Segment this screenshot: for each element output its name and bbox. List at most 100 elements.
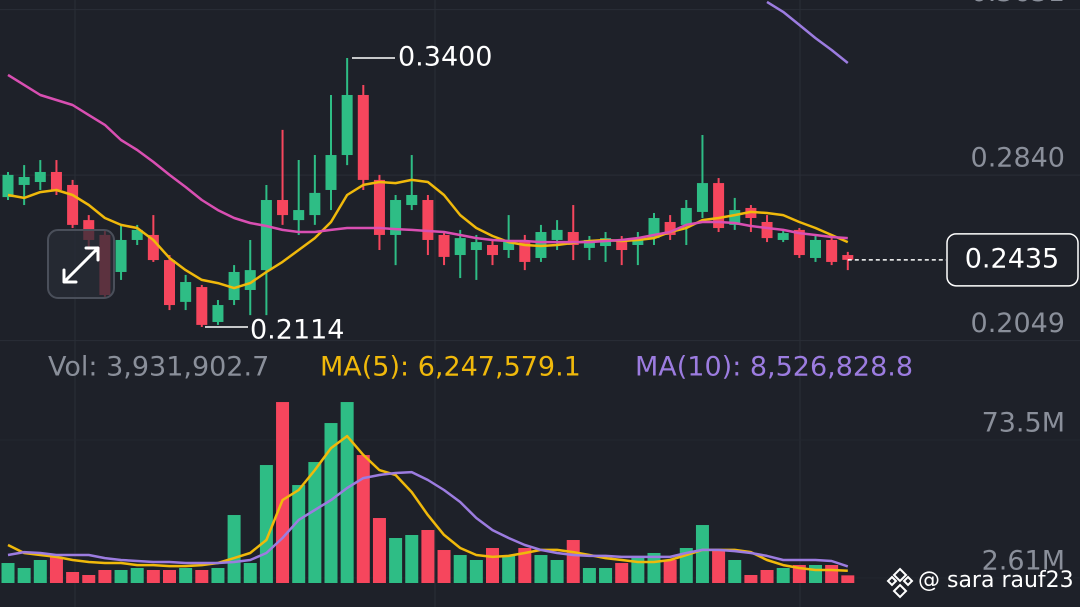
volume-bar: [550, 559, 564, 583]
candle-body: [212, 305, 224, 322]
volume-bar: [211, 567, 225, 583]
volume-bar: [82, 575, 96, 583]
volume-bar: [663, 559, 677, 583]
watermark: @ sara rauf23: [886, 567, 1074, 599]
y-tick-label: 0.3631: [971, 0, 1065, 8]
low-marker-label: 0.2114: [250, 315, 344, 346]
candle-body: [18, 176, 30, 185]
last-price-box: [946, 233, 1079, 287]
x-tick-label: 2025-11-28 05:00: [0, 604, 197, 607]
volume-bar: [421, 530, 435, 583]
volume-bar: [276, 402, 290, 583]
volume-bar: [130, 567, 144, 583]
volume-bar: [809, 564, 822, 583]
candle-body: [180, 282, 192, 302]
volume-bar: [33, 559, 47, 583]
candle-body: [648, 218, 660, 239]
volume-bar: [389, 538, 403, 583]
volume-bar: [582, 567, 596, 583]
volume-bar: [760, 569, 774, 583]
candle-body: [293, 210, 305, 221]
candle-body: [147, 234, 159, 261]
volume-bar: [17, 567, 31, 583]
candle-body: [357, 94, 369, 180]
volume-bar: [744, 575, 758, 583]
candle-body: [470, 242, 482, 251]
candle-body: [761, 221, 773, 239]
candle-body: [34, 171, 46, 183]
candle-body: [664, 221, 676, 235]
candle-body: [196, 287, 208, 325]
candle-body: [422, 200, 434, 240]
volume-bar: [308, 462, 322, 583]
candle-body: [567, 232, 579, 245]
candle-body: [503, 239, 515, 251]
y-tick-label: 0.2840: [971, 143, 1065, 174]
y-tick-label: 73.5M: [982, 407, 1065, 438]
expand-icon: [62, 246, 100, 284]
grid: [74, 0, 801, 607]
volume-bar: [728, 559, 742, 583]
volume-bar: [841, 575, 855, 583]
volume-bar: [518, 548, 532, 583]
volume-bar: [372, 518, 386, 583]
volume-bar: [114, 569, 128, 583]
candle-body: [777, 233, 789, 240]
x-tick-label: 2026-01-12 05:00: [678, 604, 921, 607]
candle-body: [810, 239, 821, 258]
volume-bar: [179, 567, 193, 583]
volume-bar: [340, 402, 354, 583]
candle-body: [696, 183, 708, 212]
candle-body: [826, 239, 838, 262]
candle-body: [842, 255, 854, 260]
legend-entry: MA(5): 6,247,579.1: [320, 352, 581, 383]
volume-bar: [776, 567, 790, 583]
candle-body: [583, 239, 595, 248]
expand-button[interactable]: [47, 229, 115, 299]
x-tick-label: 2025-12-24 05:00: [313, 604, 556, 607]
candle-body: [680, 207, 692, 225]
candle-body: [309, 192, 321, 216]
candle-body: [616, 239, 628, 251]
candle-body: [244, 270, 256, 290]
volume-bar: [259, 465, 273, 583]
candle-body: [325, 155, 337, 190]
candle-body: [164, 260, 175, 306]
candle-body: [115, 239, 127, 272]
candle-body: [729, 210, 741, 225]
watermark-logo: [886, 567, 914, 599]
ma-line: [7, 73, 848, 244]
watermark-text: @ sara rauf23: [918, 568, 1074, 593]
volume-bar: [437, 550, 451, 583]
ma-line: [766, 0, 849, 64]
candle-body: [519, 242, 531, 262]
candle-body: [487, 244, 498, 256]
candle-body: [67, 184, 79, 225]
y-tick-label: 0.2049: [971, 308, 1065, 339]
candle-body: [632, 238, 644, 245]
volume-bar: [1, 563, 15, 583]
candle-body: [454, 238, 466, 256]
legend-entry: MA(10): 8,526,828.8: [635, 352, 913, 383]
volume-bar: [695, 525, 709, 583]
y-tick-label: 2.61M: [982, 545, 1065, 576]
volume-bar: [405, 535, 419, 583]
volume-bar: [566, 540, 580, 583]
volume-bar: [146, 569, 160, 583]
volume-bar: [502, 555, 516, 583]
volume-bar: [599, 567, 613, 583]
volume-bar: [534, 555, 548, 583]
ma-line: [7, 178, 849, 290]
volume-bar: [453, 555, 467, 583]
candle-body: [406, 194, 418, 206]
candle-body: [390, 200, 402, 235]
volume-bar: [356, 455, 370, 583]
candle-body: [50, 171, 62, 190]
legend-entry: Vol: 3,931,902.7: [48, 352, 269, 383]
volume-bar: [615, 563, 629, 583]
candle-body: [228, 271, 240, 301]
ma-line: [7, 470, 849, 568]
volume-bar: [227, 515, 241, 583]
volume-bar: [163, 569, 176, 583]
